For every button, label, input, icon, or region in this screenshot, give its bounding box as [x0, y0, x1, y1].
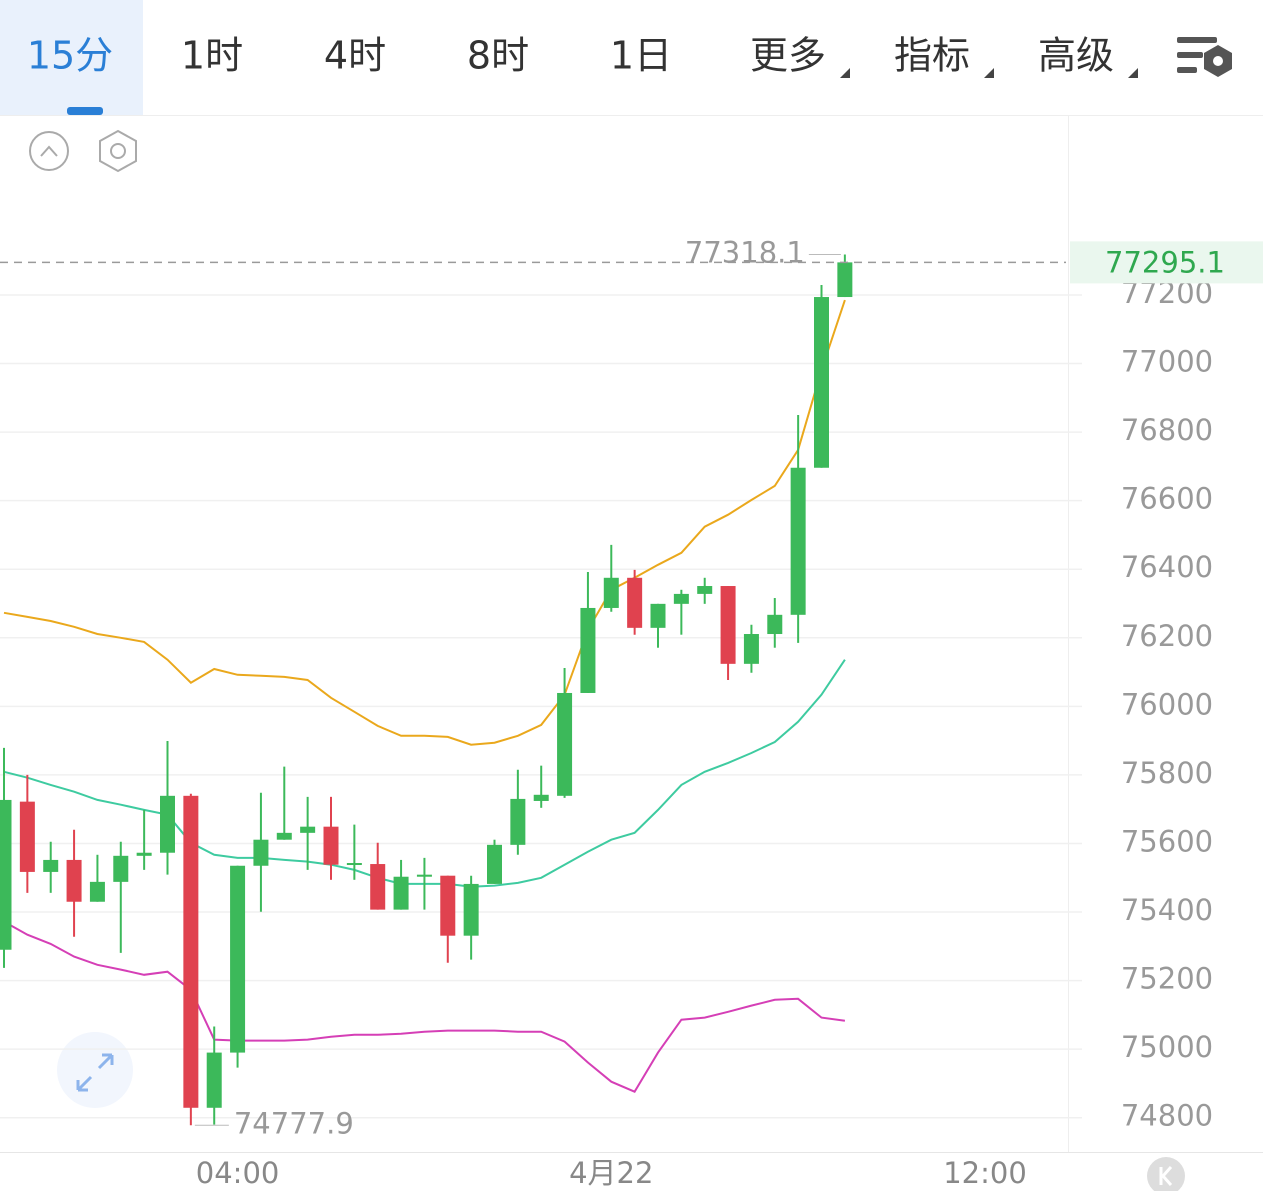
dropdown-arrows	[840, 68, 1138, 78]
last-price-box	[1070, 241, 1263, 284]
candle-body	[697, 586, 713, 594]
candle-body	[230, 865, 246, 1053]
candle-body	[300, 826, 316, 833]
candle-body	[136, 852, 152, 856]
last-price-label: 77295.1	[1105, 245, 1225, 279]
candle-body	[720, 586, 736, 664]
y-tick-label: 75000	[1121, 1030, 1213, 1064]
tab-indicator	[67, 107, 103, 115]
candle-body	[276, 832, 292, 840]
candle-body	[19, 801, 35, 872]
kline-button[interactable]	[1147, 1157, 1185, 1195]
candle-body	[206, 1052, 222, 1108]
candle-body	[346, 863, 362, 866]
band-line	[3, 659, 846, 888]
max-label: 77318.1	[685, 235, 805, 269]
candle-body	[790, 467, 806, 615]
candle-body	[463, 883, 479, 936]
x-tick-label: 12:00	[943, 1156, 1027, 1190]
tab[interactable]: 指标	[894, 34, 970, 78]
x-tick-label: 4月22	[569, 1156, 653, 1190]
collapse-button[interactable]	[29, 131, 69, 171]
tab-bar: 15分 1时 4时 8时 1日 更多 指标 高级	[0, 0, 1263, 116]
y-tick-label: 75800	[1121, 756, 1213, 790]
tab[interactable]: 15分	[27, 34, 113, 78]
band-line	[3, 299, 846, 746]
tab[interactable]: 8时	[467, 34, 529, 78]
candle-body	[43, 859, 59, 872]
candle-body	[416, 874, 432, 877]
candle-body	[627, 577, 643, 628]
tab[interactable]: 高级	[1038, 34, 1114, 78]
candle-body	[89, 881, 105, 902]
candle-body	[323, 826, 339, 865]
candle-body	[160, 795, 175, 853]
candle-body	[603, 577, 619, 608]
candle-body	[650, 603, 666, 628]
candle-body	[673, 593, 689, 604]
y-tick-label: 75400	[1121, 893, 1213, 927]
candle-body	[767, 614, 783, 635]
x-tick-label: 04:00	[196, 1156, 280, 1190]
candle-body	[393, 876, 409, 910]
y-tick-label: 75200	[1121, 962, 1213, 996]
candle-body	[837, 262, 853, 298]
tab[interactable]: 1日	[610, 34, 672, 78]
candle-body	[66, 859, 82, 902]
candle-body	[743, 634, 759, 664]
y-tick-label: 75600	[1121, 824, 1213, 858]
y-tick-label: 76600	[1121, 482, 1213, 516]
y-tick-label: 77000	[1121, 345, 1213, 379]
y-tick-label: 76800	[1121, 413, 1213, 447]
tab[interactable]: 1时	[181, 34, 243, 78]
candle-body	[253, 839, 269, 866]
candle-body	[113, 855, 129, 882]
y-tick-label: 76400	[1121, 550, 1213, 584]
candle-body	[557, 692, 573, 796]
y-tick-label: 76200	[1121, 619, 1213, 653]
candle-body	[533, 794, 549, 801]
candle-body	[487, 844, 502, 884]
selected-tab-bg	[0, 0, 143, 115]
candle-body	[183, 795, 199, 1108]
min-label: 74777.9	[234, 1106, 354, 1140]
candle-body	[814, 297, 829, 468]
settings-button[interactable]	[99, 129, 137, 173]
y-tick-label: 74800	[1121, 1099, 1213, 1133]
candle-body	[440, 875, 456, 936]
y-tick-label: 76000	[1121, 687, 1213, 721]
candle-body	[0, 799, 12, 950]
candle-body	[370, 864, 386, 910]
expand-button[interactable]	[57, 1032, 133, 1108]
tab[interactable]: 更多	[750, 34, 826, 78]
tab[interactable]: 4时	[324, 34, 386, 78]
candle-body	[510, 798, 526, 845]
settings-icon[interactable]	[1177, 37, 1232, 77]
band-line	[3, 920, 846, 1093]
candle-body	[580, 607, 596, 693]
